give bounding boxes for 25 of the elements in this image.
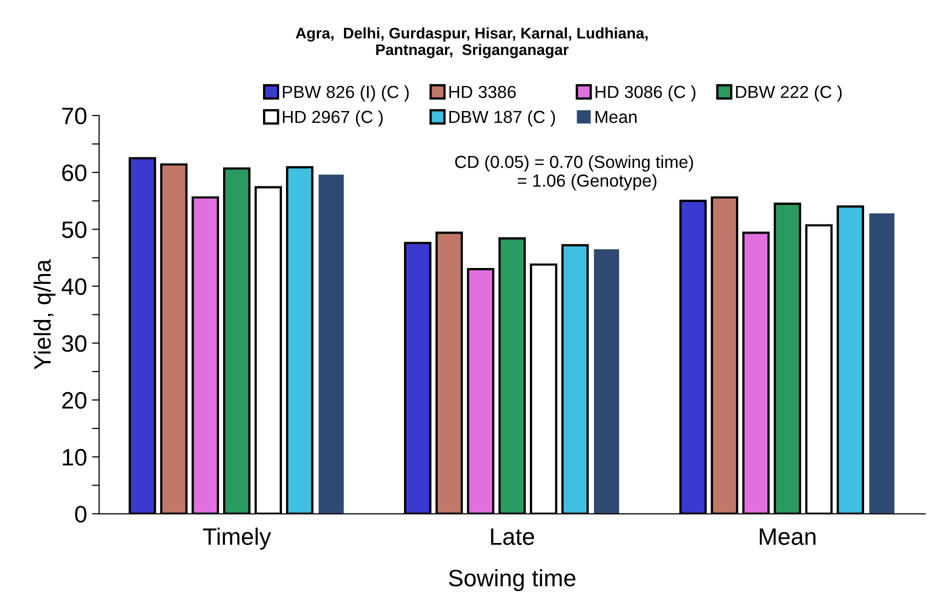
y-tick-label: 60 <box>62 164 86 182</box>
bar <box>869 213 894 514</box>
chart-title: Agra, Delhi, Gurdaspur, Hisar, Karnal, Ludhiana, Pantnagar, Sriganganagar <box>296 27 648 58</box>
y-tick-label: 10 <box>62 448 86 466</box>
legend-label: HD 3386 <box>449 86 516 98</box>
annotation: CD (0.05) = 0.70 (Sowing time) = 1.06 (Genotype) <box>455 155 693 190</box>
y-axis-title: Yield, q/ha <box>33 259 56 370</box>
legend-label: HD 2967 (C ) <box>282 110 383 126</box>
y-tick-label: 40 <box>62 278 86 295</box>
x-tick-label: Mean <box>760 528 816 545</box>
y-tick-label: 50 <box>62 221 86 238</box>
legend-label: Mean <box>596 110 637 124</box>
y-tick-label: 20 <box>62 392 86 409</box>
y-tick-label: 70 <box>62 108 86 124</box>
bar <box>318 174 344 514</box>
x-tick-label: Late <box>491 528 534 545</box>
legend-label: PBW 826 (I) (C ) <box>282 85 409 102</box>
x-axis-title: Sowing time <box>448 569 576 592</box>
bar <box>594 249 620 514</box>
x-tick-label: Timely <box>203 528 272 550</box>
legend-label: DBW 222 (C ) <box>736 85 842 102</box>
legend-label: DBW 187 (C ) <box>449 110 555 126</box>
y-tick-label: 0 <box>75 506 86 523</box>
y-tick-label: 30 <box>62 335 86 352</box>
legend-label: HD 3086 (C ) <box>596 85 696 102</box>
